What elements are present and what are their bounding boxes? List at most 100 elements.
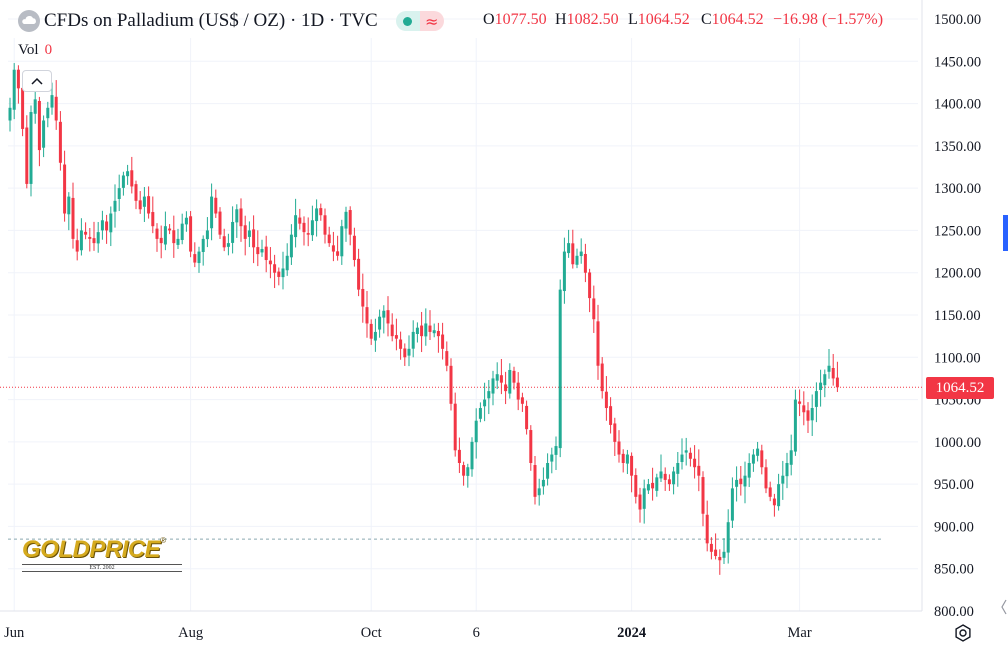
candle <box>231 206 235 254</box>
candle <box>739 465 743 496</box>
candle <box>159 225 163 259</box>
candle <box>352 227 356 267</box>
candle <box>79 218 83 256</box>
candle-body <box>315 208 319 222</box>
candle-body <box>512 370 516 383</box>
chart-settings-button[interactable] <box>952 622 974 644</box>
candle <box>806 402 810 434</box>
candle-body <box>50 95 54 108</box>
candle <box>357 248 361 297</box>
candle-body <box>21 87 25 129</box>
candle <box>71 182 75 249</box>
candle <box>625 449 629 475</box>
candle <box>529 425 533 471</box>
candle <box>222 228 226 252</box>
candle-body <box>382 310 386 318</box>
candle-body <box>466 467 470 476</box>
candle <box>495 362 499 390</box>
candle <box>474 408 478 459</box>
candle-body <box>604 391 608 409</box>
y-tick-label: 850.00 <box>934 562 974 578</box>
candle-body <box>793 399 797 452</box>
candle <box>151 196 155 234</box>
candle <box>25 115 29 189</box>
candle-body <box>113 200 117 212</box>
price-axis[interactable]: 800.00850.00900.00950.001000.001050.0011… <box>934 12 981 620</box>
candle <box>142 187 146 222</box>
chevron-up-icon <box>31 77 43 85</box>
candle-body <box>474 420 478 443</box>
candle <box>201 235 205 266</box>
candle-body <box>247 230 251 237</box>
candle-body <box>189 216 193 252</box>
candle-body <box>550 454 554 462</box>
candle <box>235 204 239 238</box>
candle-body <box>138 200 142 210</box>
candle <box>315 199 319 237</box>
market-status-dot-icon <box>395 11 420 31</box>
candle-body <box>264 246 268 261</box>
candle-body <box>310 220 314 236</box>
candle <box>361 273 365 323</box>
candle-body <box>323 215 327 235</box>
y-tick-label: 800.00 <box>934 604 974 620</box>
candle-body <box>722 551 726 558</box>
candle-body <box>714 549 718 557</box>
candle <box>432 323 436 338</box>
candle-body <box>369 323 373 339</box>
candle <box>306 217 310 247</box>
candle <box>600 357 604 399</box>
candle <box>718 549 722 575</box>
candle <box>609 397 613 434</box>
grid <box>0 0 923 612</box>
candle-body <box>373 331 377 341</box>
y-tick-label: 1350.00 <box>934 139 981 155</box>
candle <box>163 211 167 251</box>
candle <box>403 343 407 366</box>
scroll-handle[interactable] <box>1000 598 1008 616</box>
candle-body <box>508 369 512 394</box>
candle <box>613 417 617 457</box>
candle-body <box>147 196 151 214</box>
candle-body <box>121 175 125 188</box>
candle <box>642 479 646 524</box>
symbol-title[interactable]: CFDs on Palladium (US$ / OZ) · 1D · TVC <box>44 10 378 31</box>
candle <box>684 437 688 466</box>
candle <box>273 254 277 289</box>
market-status-pill[interactable]: ≈ <box>395 11 444 31</box>
time-axis[interactable]: Jun Aug Oct 6 2024 Mar <box>4 625 812 641</box>
ohlc-close: C1064.52 <box>701 11 764 28</box>
candle-body <box>390 324 394 337</box>
candle-body <box>302 222 306 233</box>
candle <box>667 474 671 491</box>
candle-body <box>592 298 596 320</box>
candle <box>516 372 520 411</box>
candle <box>478 402 482 423</box>
candle <box>67 192 71 231</box>
candle <box>109 206 113 247</box>
candle-body <box>210 196 214 229</box>
candle-body <box>12 69 16 110</box>
candle <box>348 206 352 246</box>
candle-body <box>352 235 356 261</box>
candle-body <box>163 226 167 245</box>
candle <box>281 251 285 290</box>
logo-established: EST. 2002 <box>22 564 182 572</box>
chart-legend: CFDs on Palladium (US$ / OZ) · 1D · TVC … <box>18 8 444 34</box>
candle-body <box>235 209 239 223</box>
side-panel-marker[interactable] <box>1003 215 1008 251</box>
candle-body <box>491 378 495 394</box>
collapse-legend-button[interactable] <box>22 70 52 92</box>
candle-body <box>415 327 419 335</box>
candle <box>487 380 491 415</box>
candle <box>113 184 117 228</box>
candle <box>483 382 487 422</box>
x-tick-label: 6 <box>473 625 480 641</box>
candle-body <box>172 230 176 244</box>
candle-body <box>378 316 382 330</box>
candle-body <box>46 107 50 119</box>
candle <box>399 331 403 360</box>
candle <box>617 430 621 463</box>
